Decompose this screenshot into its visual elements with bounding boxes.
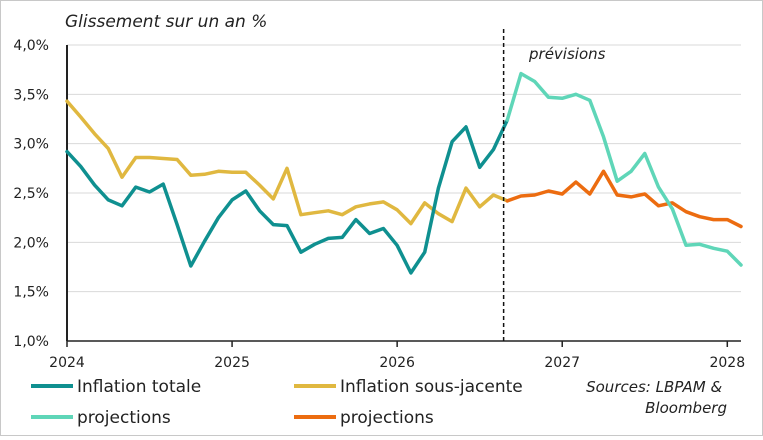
- x-tick-label: 2028: [709, 355, 745, 371]
- legend-label-proj-total: projections: [77, 408, 171, 428]
- x-tick-label: 2025: [214, 355, 250, 371]
- source-line-1: Sources: LBPAM &: [586, 378, 722, 396]
- y-tick-label: 3,0%: [13, 137, 49, 153]
- y-tick-label: 3,5%: [13, 87, 49, 103]
- source-line-2: Bloomberg: [645, 399, 727, 417]
- line-inflation-totale: [65, 118, 510, 275]
- y-tick-label: 2,0%: [13, 235, 49, 251]
- legend: Inflation totale Inflation sous-jacente …: [31, 377, 523, 428]
- legend-label-core: Inflation sous-jacente: [340, 377, 523, 397]
- legend-label-proj-core: projections: [340, 408, 434, 428]
- legend-label-total: Inflation totale: [77, 377, 201, 397]
- y-tick-label: 2,5%: [13, 186, 49, 202]
- axes: [66, 45, 741, 342]
- y-tick-label: 4,0%: [13, 38, 49, 54]
- source-note: Sources: LBPAM & Bloomberg: [586, 378, 727, 417]
- y-tick-label: 1,0%: [13, 334, 49, 350]
- x-tick-label: 2026: [379, 355, 415, 371]
- chart-title: Glissement sur un an %: [65, 12, 267, 32]
- x-tick-label: 2027: [544, 355, 580, 371]
- y-tick-labels: 4,0% 3,5% 3,0% 2,5% 2,0% 1,5% 1,0%: [13, 38, 49, 350]
- line-projections-sous-jacente: [505, 169, 743, 229]
- series-lines: [65, 71, 743, 275]
- line-inflation-sous-jacente: [65, 99, 510, 226]
- x-tick-label: 2024: [49, 355, 85, 371]
- line-projections-totale: [505, 71, 743, 267]
- gridlines: [67, 44, 741, 293]
- x-tick-labels: 2024 2025 2026 2027 2028: [49, 341, 745, 371]
- forecast-label: prévisions: [528, 45, 606, 63]
- y-tick-label: 1,5%: [13, 285, 49, 301]
